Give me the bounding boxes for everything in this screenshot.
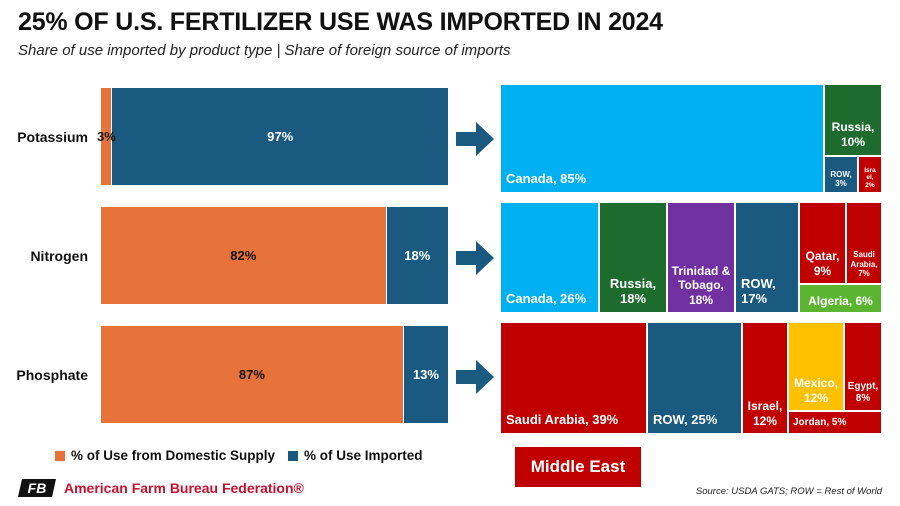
middle-east-legend: Middle East [515,447,641,487]
tile-nitrogen-canada: Canada, 26% [500,202,599,313]
tile-label: ROW, 17% [741,275,776,307]
source-note: Source: USDA GATS; ROW = Rest of World [695,486,882,497]
tile-label: Canada, 26% [506,291,587,307]
bar-phosphate: 87% 13% [101,326,448,423]
tile-phosphate-egypt: Egypt, 8% [844,322,882,411]
tile-label: Saudi Arabia, 39% [506,412,619,428]
bar-segment-domestic [101,88,112,185]
tile-nitrogen-trinidad: Trinidad & Tobago, 18% [667,202,735,313]
brand-name: American Farm Bureau Federation® [64,480,304,496]
legend-item-imported: % of Use Imported [288,448,423,463]
chart-subtitle: Share of use imported by product type | … [18,42,511,59]
fb-logo-icon: FB [18,479,56,497]
chart-title: 25% OF U.S. FERTILIZER USE WAS IMPORTED … [18,8,663,36]
tile-phosphate-row: ROW, 25% [647,322,742,434]
legend-swatch [55,450,65,461]
tile-nitrogen-algeria: Algeria, 6% [799,284,882,313]
tile-nitrogen-saudi-arabia: Saudi Arabia, 7% [846,202,882,284]
tile-label: Israel, 12% [747,399,783,428]
tile-potassium-russia: Russia, 10% [824,84,882,156]
tile-potassium-canada: Canada, 85% [500,84,824,193]
tile-label: ROW, 3% [830,169,852,189]
tile-label: Saudi Arabia, 7% [850,250,878,279]
afbf-logo: FB American Farm Bureau Federation® [18,479,304,497]
tile-label: Algeria, 6% [808,293,873,308]
tile-nitrogen-row: ROW, 17% [735,202,799,313]
bar-segment-imported: 13% [402,326,448,423]
tile-label: Mexico, 12% [793,376,838,405]
tile-phosphate-jordan: Jordan, 5% [788,411,882,434]
row-label-nitrogen: Nitrogen [30,248,88,264]
bar-potassium: 97% [101,88,448,185]
legend-label: % of Use from Domestic Supply [71,448,276,463]
svg-text:FB: FB [28,480,47,496]
tile-phosphate-mexico: Mexico, 12% [788,322,844,411]
tile-potassium-row: ROW, 3% [824,156,858,193]
bar-segment-domestic: 82% [101,207,386,304]
arrow-right-icon [456,360,494,394]
data-label-potassium-domestic: 3% [97,129,116,144]
arrow-right-icon [456,122,494,156]
tile-label: Russia, 18% [609,275,657,307]
tile-phosphate-israel: Israel, 12% [742,322,788,434]
tile-label: Isra el, 2% [864,166,876,190]
row-label-potassium: Potassium [17,129,88,145]
legend-swatch [288,450,298,461]
tile-label: ROW, 25% [653,412,718,428]
tile-nitrogen-qatar: Qatar, 9% [799,202,846,284]
bar-segment-domestic: 87% [101,326,403,423]
tile-nitrogen-russia: Russia, 18% [599,202,667,313]
tile-phosphate-saudi-arabia: Saudi Arabia, 39% [500,322,647,434]
tile-label: Egypt, 8% [847,381,879,404]
row-label-phosphate: Phosphate [16,367,88,383]
bar-nitrogen: 82% 18% [101,207,448,304]
arrow-right-icon [456,241,494,275]
bar-segment-imported: 18% [385,207,448,304]
bar-segment-imported: 97% [111,88,448,185]
tile-label: Jordan, 5% [793,417,847,428]
legend-item-domestic: % of Use from Domestic Supply [55,448,275,463]
tile-label: Trinidad & Tobago, 18% [671,263,731,307]
tile-label: Qatar, 9% [805,249,840,278]
tile-label: Canada, 85% [506,171,587,187]
tile-label: Russia, 10% [831,120,875,149]
tile-potassium-israel: Isra el, 2% [858,156,882,193]
legend-label: % of Use Imported [304,448,423,463]
